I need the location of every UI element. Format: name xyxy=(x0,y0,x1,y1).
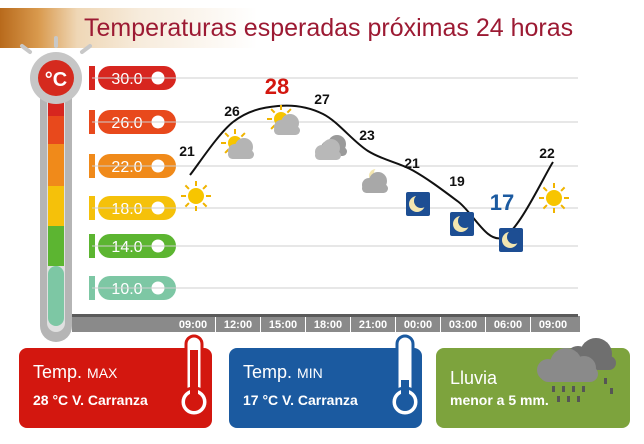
page-title: Temperaturas esperadas próximas 24 horas xyxy=(84,14,574,42)
scale-tick-label: 26.0 xyxy=(111,115,142,132)
time-axis-line xyxy=(72,314,578,317)
time-tick-label: 06:00 xyxy=(494,319,522,331)
time-tick-label: 15:00 xyxy=(269,319,297,331)
temperature-value-label: 28 xyxy=(265,74,289,99)
max-temp-title: Temp. MAX xyxy=(33,362,118,382)
temperature-value-label: 22 xyxy=(539,145,555,161)
time-tick-label: 09:00 xyxy=(179,319,207,331)
max-temp-card: Temp. MAX 28 °C V. Carranza xyxy=(19,348,212,428)
time-axis-labels: 09:00 12:00 15:00 18:00 21:00 00:00 03:00 06:00… xyxy=(179,317,567,332)
time-tick-label: 21:00 xyxy=(359,319,387,331)
time-axis-bar xyxy=(72,316,580,332)
temperature-value-label: 21 xyxy=(404,155,420,171)
moon-icon xyxy=(499,228,523,252)
scale-tick-label: 18.0 xyxy=(111,201,142,218)
min-temp-card: Temp. MIN 17 °C V. Carranza xyxy=(229,348,422,428)
time-tick-label: 18:00 xyxy=(314,319,342,331)
scale-tick-label: 22.0 xyxy=(111,159,142,176)
temperature-value-label: 27 xyxy=(314,91,330,107)
temperature-value-label: 26 xyxy=(224,103,240,119)
temperature-scale: 30.0 26.0 22.0 18.0 14.0 10.0 xyxy=(89,66,176,300)
rain-title: Lluvia xyxy=(450,368,498,388)
time-tick-label: 00:00 xyxy=(404,319,432,331)
time-tick-label: 12:00 xyxy=(224,319,252,331)
sun-cloud-icon xyxy=(267,105,300,135)
cloud-icon xyxy=(315,135,347,160)
sun-icon xyxy=(539,183,569,213)
temperature-value-label: 23 xyxy=(359,127,375,143)
moon-icon xyxy=(406,192,430,216)
min-temp-title: Temp. MIN xyxy=(243,362,323,382)
unit-label: °C xyxy=(45,69,67,91)
min-temp-value: 17 °C V. Carranza xyxy=(243,392,358,408)
scale-tick-label: 14.0 xyxy=(111,239,142,256)
rain-value: menor a 5 mm. xyxy=(450,392,549,408)
time-tick-label: 03:00 xyxy=(449,319,477,331)
rain-card: Lluvia menor a 5 mm. xyxy=(436,348,630,428)
weather-icons xyxy=(181,105,569,252)
data-labels: 21 26 28 27 23 21 19 17 22 xyxy=(179,74,555,215)
temperature-value-label: 17 xyxy=(490,190,514,215)
thermometer-icon xyxy=(20,36,92,342)
sun-icon xyxy=(181,181,211,211)
moon-cloud-icon xyxy=(362,167,388,193)
scale-tick-label: 30.0 xyxy=(111,71,142,88)
max-temp-value: 28 °C V. Carranza xyxy=(33,392,148,408)
time-tick-label: 09:00 xyxy=(539,319,567,331)
scale-tick-label: 10.0 xyxy=(111,281,142,298)
moon-icon xyxy=(450,212,474,236)
gridlines xyxy=(92,77,578,289)
temperature-value-label: 19 xyxy=(449,173,465,189)
temperature-value-label: 21 xyxy=(179,143,195,159)
sun-cloud-icon xyxy=(221,129,254,159)
temperature-line xyxy=(189,104,554,240)
title-banner xyxy=(0,8,644,48)
